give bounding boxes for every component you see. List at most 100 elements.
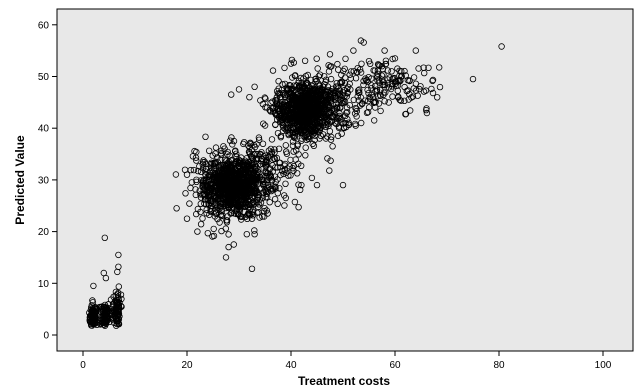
data-point xyxy=(318,86,325,93)
data-point xyxy=(380,91,387,98)
data-point xyxy=(401,97,408,104)
data-point xyxy=(254,168,261,175)
data-point xyxy=(115,283,122,290)
data-point xyxy=(273,100,281,108)
data-point xyxy=(396,96,403,103)
data-point xyxy=(210,225,217,233)
data-point xyxy=(333,114,340,121)
data-point xyxy=(225,231,232,238)
data-point xyxy=(255,134,263,141)
data-point xyxy=(389,75,397,82)
data-point xyxy=(311,106,318,113)
data-point xyxy=(281,192,288,199)
data-point xyxy=(101,307,108,314)
data-point xyxy=(327,108,334,116)
data-point xyxy=(294,142,301,149)
data-point xyxy=(276,159,283,167)
data-point xyxy=(345,121,353,128)
data-point xyxy=(289,164,296,172)
data-point xyxy=(194,167,202,175)
data-point xyxy=(115,251,122,259)
x-tick-label: 0 xyxy=(80,360,86,371)
data-point xyxy=(331,105,338,113)
data-point xyxy=(273,154,281,162)
data-point xyxy=(284,106,292,114)
data-point xyxy=(264,194,271,201)
data-point xyxy=(346,101,353,109)
data-point xyxy=(229,141,236,148)
data-point xyxy=(337,90,344,98)
data-point xyxy=(288,56,296,64)
data-point xyxy=(207,207,214,215)
data-point xyxy=(378,72,386,79)
data-point xyxy=(294,170,301,177)
data-point xyxy=(255,201,263,208)
data-point xyxy=(199,184,207,191)
data-point xyxy=(357,102,364,109)
data-point xyxy=(412,87,420,94)
data-point xyxy=(295,85,302,92)
data-point xyxy=(378,62,386,70)
data-point xyxy=(113,316,120,323)
data-point xyxy=(391,55,399,62)
data-point xyxy=(302,144,309,151)
data-point xyxy=(360,81,367,89)
data-point xyxy=(364,78,371,86)
data-point xyxy=(270,155,278,162)
data-point xyxy=(112,306,119,313)
data-point xyxy=(342,55,349,62)
data-point xyxy=(263,176,271,184)
data-point xyxy=(282,180,289,187)
data-point xyxy=(469,75,477,83)
data-point xyxy=(429,77,436,85)
data-point xyxy=(263,156,270,164)
data-point xyxy=(101,317,109,324)
data-point xyxy=(373,72,380,79)
data-point xyxy=(283,150,291,157)
data-point xyxy=(297,108,305,116)
data-point xyxy=(313,55,320,62)
data-point xyxy=(183,171,191,178)
data-point xyxy=(346,71,353,78)
data-point xyxy=(354,69,361,76)
data-point xyxy=(338,130,345,137)
data-point xyxy=(333,120,340,128)
data-point xyxy=(243,230,250,238)
data-point xyxy=(224,148,231,156)
data-point xyxy=(344,108,351,116)
data-point xyxy=(423,109,431,117)
data-point xyxy=(308,174,316,182)
data-point xyxy=(246,179,254,186)
data-point xyxy=(267,172,274,179)
data-point xyxy=(297,186,304,193)
data-point xyxy=(271,195,279,203)
data-point xyxy=(244,167,252,175)
data-point xyxy=(244,184,251,192)
data-point xyxy=(222,254,230,261)
data-point xyxy=(297,126,305,133)
data-point xyxy=(321,96,328,104)
data-point xyxy=(214,189,222,197)
data-point xyxy=(358,60,365,67)
data-point xyxy=(335,66,342,73)
data-point xyxy=(365,58,373,65)
data-point xyxy=(295,160,302,167)
data-point xyxy=(328,63,335,70)
data-point xyxy=(376,62,383,70)
data-point xyxy=(371,82,379,90)
data-point xyxy=(352,104,359,112)
data-point xyxy=(254,199,261,206)
data-point xyxy=(190,166,198,174)
data-point xyxy=(311,136,318,143)
data-point xyxy=(412,47,419,54)
data-point xyxy=(288,96,296,103)
data-point xyxy=(285,131,292,139)
data-point xyxy=(434,94,441,101)
data-point xyxy=(347,68,355,75)
data-point xyxy=(267,108,274,115)
data-point xyxy=(213,183,221,191)
data-point xyxy=(353,105,360,112)
data-point xyxy=(188,179,195,186)
data-point xyxy=(373,86,381,93)
data-point xyxy=(402,72,409,79)
